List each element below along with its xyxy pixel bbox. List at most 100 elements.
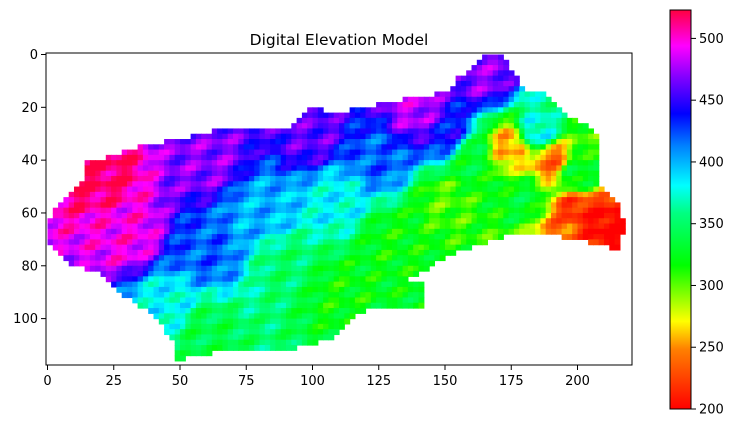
dem-cell (185, 329, 192, 336)
dem-cell (217, 286, 223, 293)
dem-cell (333, 313, 340, 320)
dem-cell (381, 265, 388, 272)
dem-cell (185, 149, 192, 156)
dem-cell (201, 339, 208, 346)
dem-cell (381, 286, 388, 293)
dem-cell (153, 144, 160, 151)
dem-cell (164, 255, 170, 262)
dem-cell (291, 223, 298, 230)
dem-cell (609, 244, 616, 251)
dem-cell (121, 170, 128, 177)
dem-cell (254, 165, 261, 172)
dem-cell (328, 160, 335, 167)
dem-cell (328, 123, 335, 130)
dem-cell (376, 239, 382, 246)
dem-cell (381, 202, 388, 209)
dem-cell (217, 228, 223, 235)
dem-cell (259, 186, 266, 193)
dem-cell (365, 112, 372, 119)
dem-cell (476, 133, 483, 140)
dem-cell (317, 297, 324, 304)
dem-cell (137, 223, 144, 230)
dem-cell (413, 239, 420, 246)
dem-cell (190, 286, 197, 293)
dem-cell (227, 329, 234, 336)
dem-cell (598, 197, 605, 203)
dem-cell (164, 186, 170, 193)
dem-cell (376, 112, 382, 119)
dem-cell (566, 197, 573, 203)
dem-cell (323, 292, 329, 299)
dem-cell (132, 255, 139, 262)
dem-cell (164, 286, 170, 293)
dem-cell (248, 318, 255, 325)
dem-cell (275, 339, 282, 346)
dem-cell (381, 212, 388, 219)
dem-cell (407, 191, 414, 198)
dem-cell (89, 191, 96, 198)
dem-cell (238, 302, 245, 309)
dem-cell (142, 186, 149, 193)
dem-cell (74, 202, 80, 209)
dem-cell (392, 117, 398, 124)
dem-cell (455, 117, 462, 124)
dem-cell (307, 276, 314, 283)
dem-cell (47, 239, 54, 246)
dem-cell (429, 239, 435, 246)
dem-cell (471, 112, 478, 119)
dem-cell (354, 181, 361, 188)
dem-cell (593, 144, 600, 151)
dem-cell (365, 197, 372, 203)
dem-cell (593, 154, 600, 161)
dem-cell (540, 170, 547, 177)
dem-cell (201, 313, 208, 320)
dem-cell (222, 234, 229, 240)
dem-cell (121, 255, 128, 262)
dem-cell (270, 239, 276, 246)
dem-cell (402, 191, 409, 198)
dem-cell (174, 308, 181, 314)
dem-cell (487, 123, 494, 130)
dem-cell (513, 80, 520, 87)
dem-cell (291, 292, 298, 299)
dem-cell (365, 244, 372, 251)
dem-cell (137, 144, 144, 151)
dem-cell (508, 107, 515, 114)
dem-cell (286, 181, 292, 188)
dem-cell (498, 75, 504, 82)
dem-cell (323, 318, 329, 325)
dem-cell (153, 297, 160, 304)
dem-cell (498, 112, 504, 119)
dem-cell (180, 223, 186, 230)
dem-cell (153, 255, 160, 262)
dem-cell (243, 329, 250, 336)
dem-cell (492, 212, 499, 219)
dem-cell (95, 239, 102, 246)
dem-cell (482, 139, 488, 145)
dem-cell (370, 276, 377, 283)
dem-cell (180, 345, 186, 351)
dem-cell (317, 329, 324, 336)
dem-cell (588, 128, 594, 135)
dem-cell (339, 154, 345, 161)
dem-cell (190, 212, 197, 219)
dem-cell (455, 239, 462, 246)
dem-cell (84, 249, 91, 256)
dem-cell (476, 139, 483, 145)
dem-cell (328, 139, 335, 145)
dem-cell (201, 175, 208, 182)
dem-cell (423, 202, 430, 209)
dem-cell (201, 165, 208, 172)
dem-cell (137, 302, 144, 309)
dem-cell (604, 191, 610, 198)
dem-cell (174, 318, 181, 325)
dem-cell (74, 228, 80, 235)
dem-cell (148, 186, 155, 193)
dem-cell (291, 297, 298, 304)
dem-cell (317, 281, 324, 288)
dem-cell (190, 170, 197, 177)
dem-cell (407, 265, 414, 272)
dem-cell (466, 123, 473, 130)
dem-cell (572, 212, 579, 219)
dem-cell (280, 133, 287, 140)
